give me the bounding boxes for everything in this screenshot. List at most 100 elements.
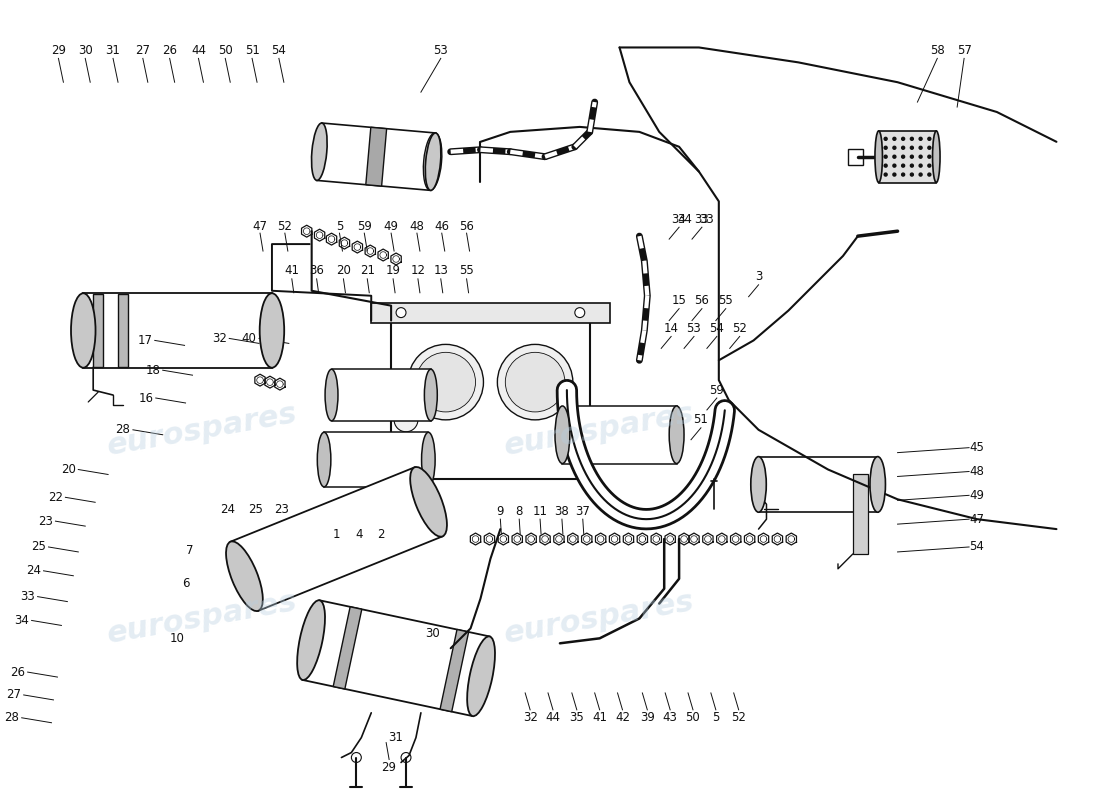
Text: 23: 23 — [39, 514, 53, 528]
Ellipse shape — [933, 131, 940, 182]
Text: 56: 56 — [694, 294, 710, 307]
Text: 44: 44 — [191, 44, 206, 57]
Text: 33: 33 — [700, 213, 714, 226]
Bar — [324, 432, 428, 487]
Circle shape — [884, 164, 887, 167]
Ellipse shape — [468, 636, 495, 716]
Text: 54: 54 — [272, 44, 286, 57]
Bar — [317, 123, 436, 190]
Text: 47: 47 — [253, 220, 267, 233]
Ellipse shape — [669, 406, 684, 463]
Text: 30: 30 — [426, 627, 440, 640]
Text: 51: 51 — [693, 414, 708, 426]
Circle shape — [911, 146, 913, 150]
Text: 21: 21 — [360, 265, 375, 278]
Text: 40: 40 — [242, 332, 256, 345]
Bar — [333, 607, 362, 689]
Text: 19: 19 — [386, 265, 400, 278]
Text: 46: 46 — [434, 220, 449, 233]
Text: 31: 31 — [388, 731, 404, 744]
Text: 2: 2 — [377, 527, 385, 541]
Text: 41: 41 — [592, 711, 607, 724]
Text: 5: 5 — [712, 711, 719, 724]
Circle shape — [893, 146, 895, 150]
Text: 33: 33 — [20, 590, 35, 603]
Ellipse shape — [425, 370, 438, 421]
Ellipse shape — [326, 370, 338, 421]
Circle shape — [920, 164, 922, 167]
Text: 35: 35 — [570, 711, 584, 724]
Text: 57: 57 — [957, 44, 971, 57]
Text: 52: 52 — [732, 711, 746, 724]
Text: 31: 31 — [106, 44, 121, 57]
Text: 32: 32 — [212, 332, 227, 345]
Bar — [848, 149, 862, 165]
Text: 1: 1 — [332, 527, 340, 541]
Text: 54: 54 — [710, 322, 724, 335]
Circle shape — [911, 164, 913, 167]
Text: 3: 3 — [755, 270, 762, 283]
Text: eurospares: eurospares — [503, 587, 697, 650]
Bar — [94, 294, 103, 367]
Text: 28: 28 — [116, 423, 131, 436]
Circle shape — [884, 138, 887, 140]
Text: 50: 50 — [685, 711, 701, 724]
Ellipse shape — [751, 457, 767, 512]
Ellipse shape — [297, 600, 324, 680]
Circle shape — [893, 138, 895, 140]
Text: 26: 26 — [10, 666, 25, 678]
Text: 26: 26 — [162, 44, 177, 57]
Circle shape — [920, 146, 922, 150]
Circle shape — [902, 173, 904, 176]
Text: 54: 54 — [969, 541, 984, 554]
Circle shape — [563, 408, 586, 432]
Circle shape — [928, 146, 931, 150]
Circle shape — [884, 173, 887, 176]
Text: 45: 45 — [969, 441, 984, 454]
Bar — [302, 600, 490, 716]
Ellipse shape — [260, 294, 284, 368]
Text: 16: 16 — [139, 391, 153, 405]
Text: 23: 23 — [274, 502, 289, 516]
Circle shape — [902, 155, 904, 158]
Text: 50: 50 — [218, 44, 232, 57]
Text: 55: 55 — [718, 294, 733, 307]
Circle shape — [902, 146, 904, 150]
Text: 30: 30 — [78, 44, 92, 57]
Bar — [852, 474, 868, 554]
Text: 9: 9 — [496, 505, 504, 518]
Text: 34: 34 — [672, 213, 686, 226]
Text: 5: 5 — [336, 220, 343, 233]
Ellipse shape — [72, 294, 96, 368]
Text: 8: 8 — [516, 505, 522, 518]
Text: 43: 43 — [662, 711, 678, 724]
Text: 52: 52 — [277, 220, 293, 233]
Text: eurospares: eurospares — [104, 398, 300, 461]
Bar — [84, 294, 272, 368]
Text: 53: 53 — [686, 322, 702, 335]
Text: 55: 55 — [459, 265, 474, 278]
Text: 56: 56 — [459, 220, 474, 233]
Circle shape — [416, 352, 475, 412]
Text: 34: 34 — [678, 213, 693, 226]
Text: 15: 15 — [672, 294, 686, 307]
Ellipse shape — [874, 131, 882, 182]
Bar — [402, 450, 419, 467]
Text: 59: 59 — [356, 220, 372, 233]
Circle shape — [928, 173, 931, 176]
Text: 29: 29 — [51, 44, 66, 57]
Ellipse shape — [426, 133, 441, 190]
Circle shape — [893, 173, 895, 176]
Text: eurospares: eurospares — [104, 587, 300, 650]
Text: 39: 39 — [640, 711, 654, 724]
Text: 29: 29 — [382, 761, 397, 774]
Text: 24: 24 — [26, 564, 41, 578]
Text: 27: 27 — [7, 689, 21, 702]
Ellipse shape — [311, 123, 327, 181]
Ellipse shape — [226, 542, 263, 611]
Text: 53: 53 — [433, 44, 448, 57]
Circle shape — [575, 308, 585, 318]
Text: 6: 6 — [182, 578, 189, 590]
Circle shape — [928, 155, 931, 158]
Text: 48: 48 — [409, 220, 425, 233]
